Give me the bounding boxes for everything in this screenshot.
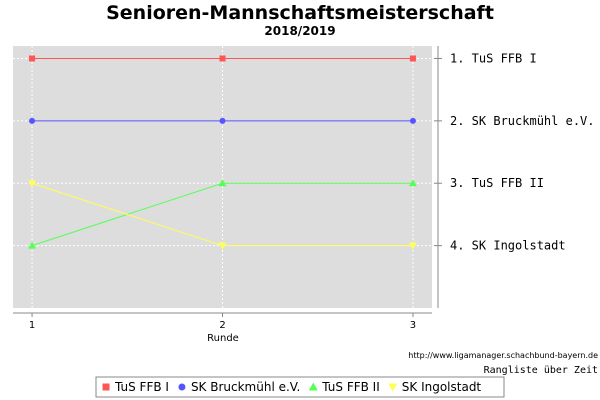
legend-marker-2 — [178, 383, 186, 391]
legend-marker-4 — [388, 383, 398, 392]
legend-entry-2: SK Bruckmühl e.V. — [178, 380, 300, 394]
data-point-2-2 — [219, 117, 226, 124]
data-point-2-3 — [409, 117, 416, 124]
chart-subtitle: 2018/2019 — [264, 24, 335, 38]
series-1 — [29, 55, 416, 62]
series-3 — [28, 179, 417, 249]
data-point-1-2 — [219, 55, 226, 62]
data-point-1-3 — [409, 55, 416, 62]
legend-marker-1 — [102, 383, 110, 391]
data-point-4-2 — [218, 242, 227, 250]
chart-caption: Rangliste über Zeit — [484, 365, 598, 376]
x-tick-label-1: 1 — [29, 320, 35, 331]
source-url: http://www.ligamanager.schachbund-bayern… — [408, 351, 598, 360]
rank-labels: 1. TuS FFB I 2. SK Bruckmühl e.V. 3. TuS F… — [434, 51, 595, 253]
legend: TuS FFB I SK Bruckmühl e.V. TuS FFB II SK I… — [102, 380, 481, 394]
rank-label-3: 3. TuS FFB II — [450, 176, 544, 190]
legend-entry-3: TuS FFB II — [308, 380, 380, 394]
legend-label-2: SK Bruckmühl e.V. — [191, 380, 300, 394]
legend-label-3: TuS FFB II — [321, 380, 379, 394]
data-point-2-1 — [29, 117, 36, 124]
data-point-3-3 — [408, 179, 417, 187]
data-point-3-1 — [28, 241, 37, 249]
x-axis-label: Runde — [207, 333, 239, 344]
data-point-4-3 — [408, 242, 417, 250]
x-tick-label-3: 3 — [410, 320, 416, 331]
data-point-4-1 — [28, 180, 37, 188]
data-point-3-2 — [218, 179, 227, 187]
series-group — [28, 55, 417, 250]
series-2 — [29, 117, 416, 124]
series-4 — [28, 180, 417, 250]
plot-area — [13, 46, 432, 308]
legend-label-1: TuS FFB I — [114, 380, 169, 394]
legend-entry-4: SK Ingolstadt — [388, 380, 481, 394]
data-point-1-1 — [29, 55, 36, 62]
rank-label-4: 4. SK Ingolstadt — [450, 239, 566, 253]
legend-entry-1: TuS FFB I — [102, 380, 169, 394]
legend-label-4: SK Ingolstadt — [402, 380, 482, 394]
x-tick-labels: 1 2 3 — [29, 313, 416, 331]
rank-label-1: 1. TuS FFB I — [450, 51, 537, 65]
rank-label-2: 2. SK Bruckmühl e.V. — [450, 114, 595, 128]
x-tick-label-2: 2 — [219, 320, 225, 331]
legend-box — [95, 376, 505, 398]
chart-title: Senioren-Mannschaftsmeisterschaft — [106, 2, 494, 24]
legend-marker-3 — [308, 382, 318, 391]
